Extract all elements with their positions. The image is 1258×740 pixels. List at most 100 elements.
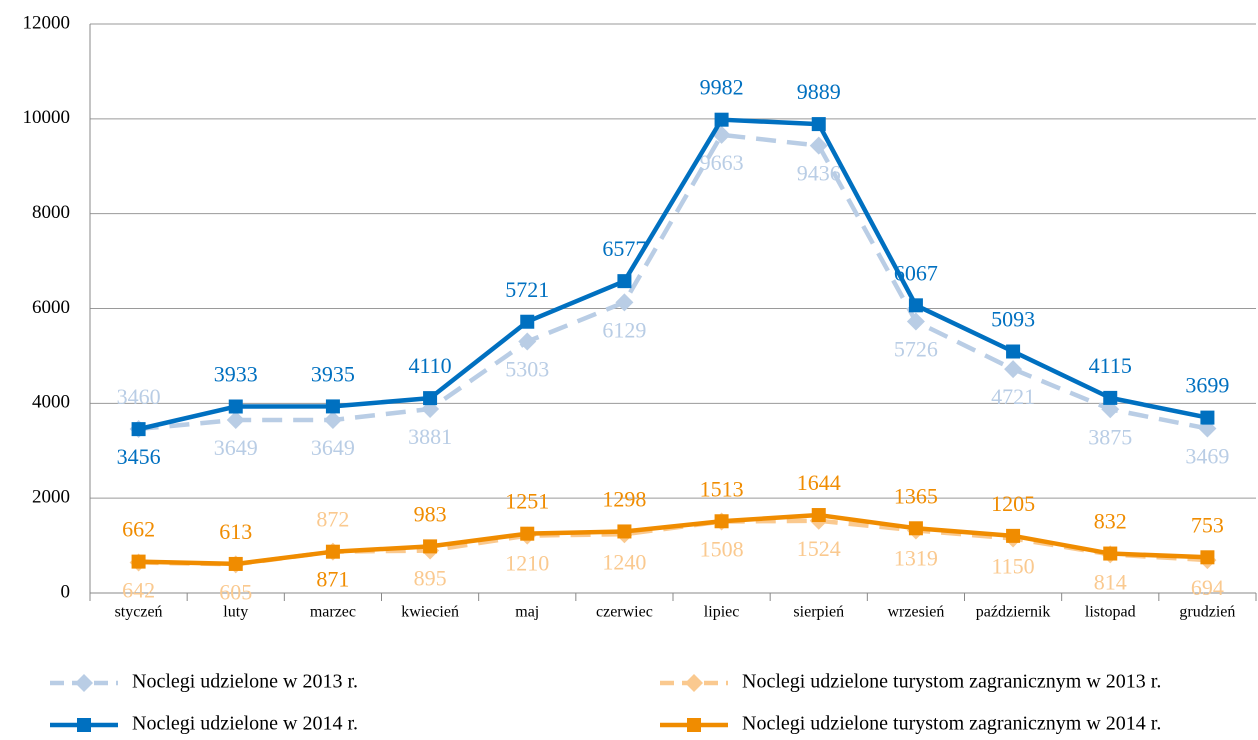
- legend-label: Noclegi udzielone turystom zagranicznym …: [742, 713, 1161, 735]
- data-label: 832: [1094, 509, 1127, 534]
- point-marker: [908, 298, 923, 313]
- point-marker: [226, 410, 245, 429]
- point-marker: [1200, 550, 1215, 565]
- x-tick-label: maj: [515, 604, 539, 621]
- y-tick-label: 4000: [32, 392, 70, 413]
- data-label: 871: [316, 567, 349, 592]
- data-label: 3456: [117, 444, 161, 469]
- data-label: 814: [1094, 569, 1127, 594]
- data-label: 9889: [797, 79, 841, 104]
- data-label: 9663: [700, 150, 744, 175]
- data-label: 1319: [894, 546, 938, 571]
- x-tick-label: lipiec: [704, 604, 740, 621]
- data-label: 895: [414, 566, 447, 591]
- point-marker: [617, 524, 632, 539]
- data-label: 9436: [797, 161, 841, 186]
- x-tick-label: luty: [223, 604, 248, 621]
- data-label: 872: [316, 507, 349, 532]
- legend-label: Noclegi udzielone w 2013 r.: [132, 671, 358, 693]
- legend-label: Noclegi udzielone w 2014 r.: [132, 713, 358, 735]
- data-label: 3699: [1185, 373, 1229, 398]
- series-line: [138, 132, 1208, 432]
- data-label: 6129: [602, 317, 646, 342]
- point-marker: [908, 521, 923, 536]
- point-marker: [1103, 546, 1118, 561]
- point-marker: [520, 526, 535, 541]
- data-label: 5726: [894, 337, 938, 362]
- series-line: [138, 512, 1208, 567]
- point-marker: [714, 112, 729, 127]
- point-marker: [615, 293, 634, 312]
- data-label: 662: [122, 517, 155, 542]
- point-marker: [423, 391, 438, 406]
- point-marker: [325, 399, 340, 414]
- x-tick-label: czerwiec: [596, 604, 653, 621]
- x-tick-label: kwiecień: [401, 604, 459, 621]
- point-marker: [1103, 390, 1118, 405]
- point-marker: [323, 410, 342, 429]
- point-marker: [1004, 360, 1023, 379]
- point-marker: [423, 539, 438, 554]
- data-label: 3881: [408, 424, 452, 449]
- data-label: 3935: [311, 361, 355, 386]
- data-label: 5303: [505, 357, 549, 382]
- point-marker: [1006, 528, 1021, 543]
- data-label: 5093: [991, 307, 1035, 332]
- data-label: 983: [414, 501, 447, 526]
- y-tick-label: 6000: [32, 297, 70, 318]
- legend-label: Noclegi udzielone turystom zagranicznym …: [742, 671, 1161, 693]
- data-label: 613: [219, 519, 252, 544]
- y-tick-label: 2000: [32, 487, 70, 508]
- point-marker: [712, 125, 731, 144]
- data-label: 1240: [602, 549, 646, 574]
- data-label: 605: [219, 579, 252, 604]
- data-label: 1644: [797, 470, 841, 495]
- data-label: 4115: [1089, 353, 1132, 378]
- data-label: 6577: [602, 236, 646, 261]
- x-tick-label: listopad: [1085, 604, 1136, 621]
- data-label: 1365: [894, 483, 938, 508]
- x-tick-label: marzec: [310, 604, 356, 621]
- y-tick-label: 0: [61, 581, 71, 602]
- legend-marker: [75, 674, 93, 692]
- data-label: 3649: [214, 435, 258, 460]
- point-marker: [325, 544, 340, 559]
- data-label: 694: [1191, 575, 1224, 600]
- point-marker: [131, 554, 146, 569]
- point-marker: [520, 314, 535, 329]
- x-tick-label: październik: [976, 604, 1051, 621]
- point-marker: [518, 332, 537, 351]
- data-label: 5721: [505, 277, 549, 302]
- data-label: 1298: [602, 487, 646, 512]
- x-tick-label: styczeń: [115, 604, 163, 621]
- legend-marker: [685, 674, 703, 692]
- data-label: 3649: [311, 435, 355, 460]
- data-label: 6067: [894, 260, 938, 285]
- point-marker: [811, 508, 826, 523]
- y-tick-label: 8000: [32, 202, 70, 223]
- data-label: 1508: [700, 537, 744, 562]
- point-marker: [617, 274, 632, 289]
- point-marker: [131, 422, 146, 437]
- data-label: 4110: [408, 353, 451, 378]
- data-label: 1150: [991, 554, 1034, 579]
- y-tick-label: 10000: [23, 107, 71, 128]
- data-label: 3933: [214, 362, 258, 387]
- data-label: 1524: [797, 536, 841, 561]
- data-label: 753: [1191, 512, 1224, 537]
- x-tick-label: wrzesień: [887, 604, 944, 621]
- data-label: 1251: [505, 489, 549, 514]
- data-label: 3469: [1185, 444, 1229, 469]
- point-marker: [714, 514, 729, 529]
- point-marker: [811, 117, 826, 132]
- data-label: 4721: [991, 384, 1035, 409]
- data-label: 642: [122, 578, 155, 603]
- legend-marker: [687, 718, 701, 732]
- point-marker: [1200, 410, 1215, 425]
- point-marker: [1006, 344, 1021, 359]
- series-line: [138, 117, 1208, 432]
- data-label: 1210: [505, 551, 549, 576]
- legend-marker: [77, 718, 91, 732]
- x-tick-label: grudzień: [1179, 604, 1235, 621]
